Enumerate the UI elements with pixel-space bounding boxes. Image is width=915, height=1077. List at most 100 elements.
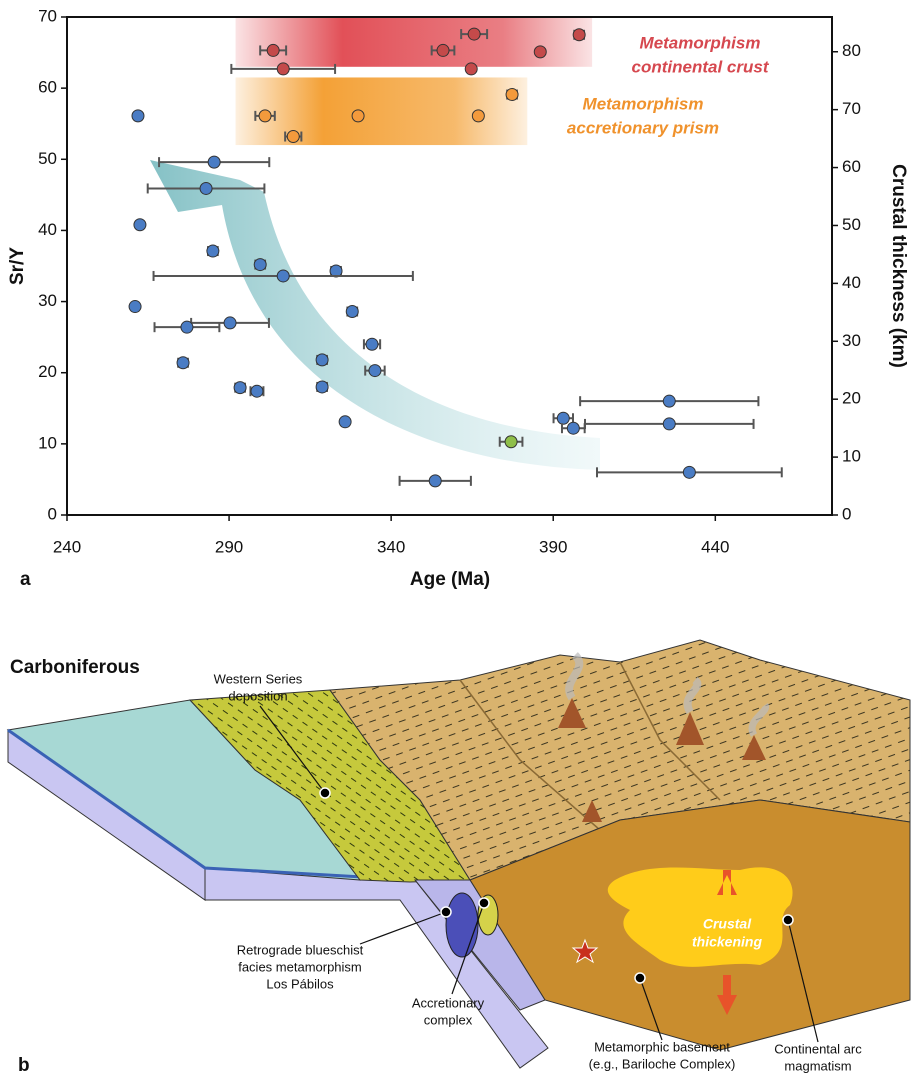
- point: [315, 380, 329, 394]
- point: [467, 27, 481, 41]
- point: [199, 181, 213, 195]
- volcano: [582, 800, 602, 822]
- y-tick-label: 10: [38, 433, 57, 452]
- thickening-arrow-up: [717, 870, 737, 895]
- leaders: [259, 705, 819, 1043]
- plume: [565, 652, 584, 701]
- point: [276, 269, 290, 283]
- band: [235, 17, 593, 67]
- y-tick-label: 60: [38, 78, 57, 97]
- dot: [319, 787, 331, 799]
- y-tick-label: 40: [38, 220, 57, 239]
- label: Los Pábilos: [266, 976, 334, 991]
- point: [505, 88, 519, 102]
- point: [436, 43, 450, 57]
- leader-line: [359, 911, 447, 945]
- point: [566, 421, 580, 435]
- label: Crustal: [703, 916, 752, 932]
- y2-tick-label: 50: [842, 215, 861, 234]
- panel-label: a: [20, 569, 31, 590]
- point: [464, 62, 478, 76]
- point: [180, 320, 194, 334]
- chart: [128, 17, 783, 488]
- dot: [440, 906, 452, 918]
- y2-tick-label: 60: [842, 157, 861, 176]
- y2-tick-label: 20: [842, 389, 861, 408]
- western-series-texture: [190, 690, 470, 882]
- magma: [607, 867, 793, 967]
- label: thickening: [692, 934, 762, 950]
- point: [338, 415, 352, 429]
- point: [682, 465, 696, 479]
- ocean-floor: [7, 728, 416, 882]
- diagram-title: Carboniferous: [10, 657, 140, 678]
- label: Western Series: [214, 671, 303, 686]
- label: (e.g., Bariloche Complex): [589, 1056, 736, 1071]
- point: [428, 474, 442, 488]
- leader-line: [259, 705, 326, 794]
- point: [258, 109, 272, 123]
- y-tick-label: 0: [48, 504, 57, 523]
- y2-axis-title: Crustal thickness (km): [888, 164, 909, 368]
- volcano: [558, 698, 586, 728]
- y2-tick-label: 70: [842, 99, 861, 118]
- dot: [634, 972, 646, 984]
- label: deposition: [228, 688, 287, 703]
- point: [315, 353, 329, 367]
- point: [504, 435, 518, 449]
- point: [250, 384, 264, 398]
- y-tick-label: 20: [38, 362, 57, 381]
- x-tick-label: 340: [377, 537, 405, 556]
- x-tick-label: 290: [215, 537, 243, 556]
- annotation: Metamorphism: [640, 33, 761, 52]
- point: [345, 305, 359, 319]
- panel-label: b: [18, 1055, 30, 1076]
- volcano: [742, 735, 766, 760]
- band: [235, 77, 528, 146]
- point: [351, 109, 365, 123]
- label: complex: [424, 1012, 473, 1027]
- point: [471, 109, 485, 123]
- ridge: [459, 679, 601, 831]
- point: [286, 130, 300, 144]
- point: [207, 155, 221, 169]
- dot: [782, 914, 794, 926]
- x-axis-title: Age (Ma): [410, 569, 490, 590]
- plume: [748, 702, 770, 737]
- plume: [683, 676, 702, 715]
- leader-line: [451, 902, 485, 995]
- label: Continental arc: [774, 1041, 862, 1056]
- leader-line: [639, 977, 663, 1041]
- point: [233, 381, 247, 395]
- point: [266, 43, 280, 57]
- point: [533, 45, 547, 59]
- y2-tick-label: 40: [842, 273, 861, 292]
- y-tick-label: 50: [38, 149, 57, 168]
- annotation: continental crust: [632, 57, 770, 76]
- point: [128, 300, 142, 314]
- trend-arrow: [150, 160, 600, 470]
- y2-tick-label: 80: [842, 41, 861, 60]
- y2-tick-label: 10: [842, 447, 861, 466]
- point: [556, 411, 570, 425]
- dots: [319, 787, 794, 984]
- point: [176, 356, 190, 370]
- annotation: accretionary prism: [567, 118, 719, 137]
- dot: [478, 897, 490, 909]
- point: [276, 62, 290, 76]
- block-diagram: [6, 639, 911, 1069]
- volcano: [676, 712, 704, 745]
- point: [329, 264, 343, 278]
- point: [206, 244, 220, 258]
- label: facies metamorphism: [238, 959, 362, 974]
- point: [253, 258, 267, 272]
- point: [662, 417, 676, 431]
- y-tick-label: 70: [38, 6, 57, 25]
- point: [131, 109, 145, 123]
- point: [662, 394, 676, 408]
- point: [572, 28, 586, 42]
- label: Accretionary: [412, 995, 485, 1010]
- x-tick-label: 240: [53, 537, 81, 556]
- label: magmatism: [784, 1058, 851, 1073]
